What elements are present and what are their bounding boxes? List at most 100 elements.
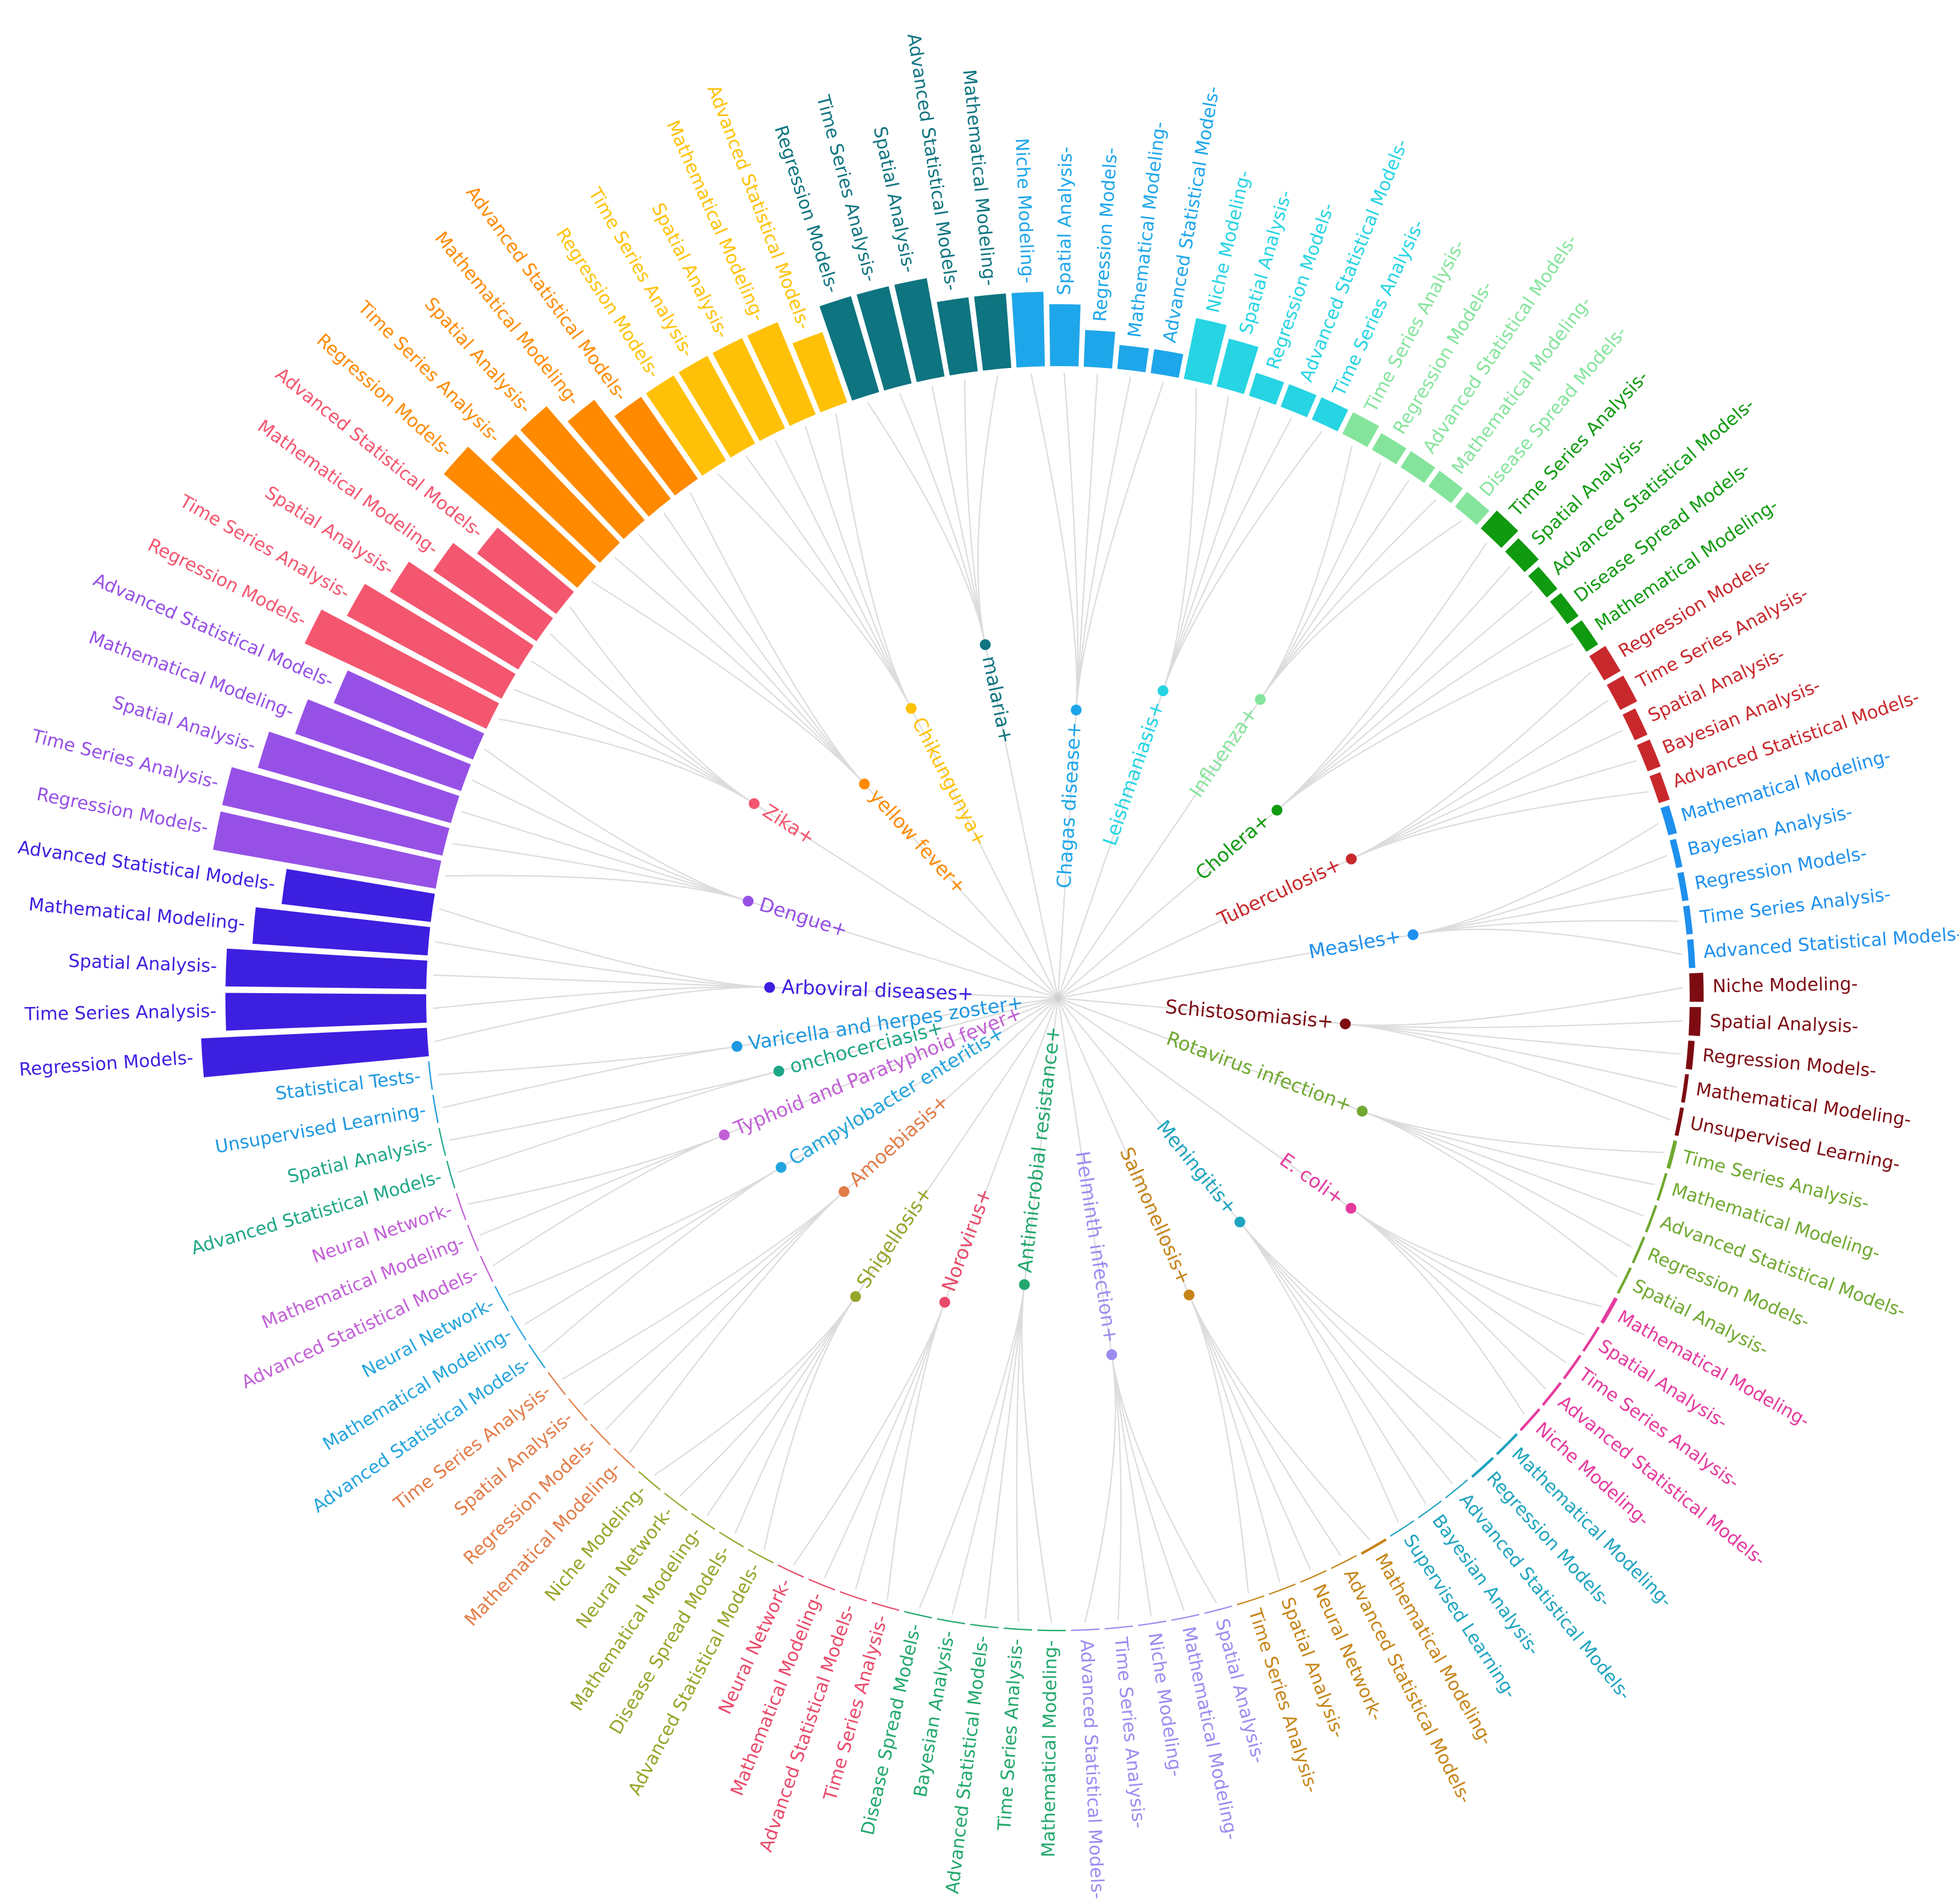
- disease-label: Meningitis+: [1152, 1116, 1242, 1219]
- link-root-0: [769, 987, 1059, 999]
- link-root-11: [1057, 934, 1413, 999]
- link-root-17: [1057, 997, 1113, 1355]
- bar: [1561, 1353, 1583, 1382]
- link-leaf: [1259, 445, 1352, 700]
- link-leaf: [1345, 1023, 1672, 1121]
- link-leaf: [1350, 1207, 1566, 1364]
- bar: [1399, 449, 1437, 485]
- bar: [293, 697, 473, 793]
- method-label: Regression Models-: [1090, 147, 1122, 323]
- disease-node: [1345, 1202, 1357, 1214]
- bar: [1630, 1234, 1647, 1266]
- disease-label: Tuberculosis+: [1214, 853, 1345, 931]
- bar: [1116, 343, 1151, 374]
- bar: [303, 608, 501, 730]
- method-label: Mathematical Modeling-: [28, 894, 246, 934]
- link-leaf: [1413, 822, 1659, 935]
- bar: [1048, 303, 1082, 368]
- bar: [1540, 1380, 1563, 1408]
- bar: [1479, 509, 1520, 550]
- method-label: Spatial Analysis-: [68, 950, 217, 977]
- bar: [1298, 1568, 1328, 1585]
- link-leaf: [835, 413, 912, 709]
- method-label: Time Series Analysis-: [1110, 1635, 1149, 1829]
- bar: [256, 730, 461, 825]
- method-label: Time Series Analysis-: [24, 1001, 217, 1025]
- bar: [1310, 396, 1350, 433]
- bar: [1202, 1603, 1234, 1615]
- bar: [662, 1491, 689, 1513]
- bar: [1494, 1431, 1520, 1457]
- disease-node: [732, 1041, 743, 1052]
- method-label: Spatial Analysis-: [1710, 1011, 1859, 1037]
- bar: [935, 1617, 967, 1626]
- link-root-8: [1057, 699, 1261, 999]
- link-leaf: [1351, 671, 1592, 860]
- link-root-23: [724, 997, 1059, 1136]
- link-root-1: [748, 900, 1059, 999]
- link-leaf: [461, 810, 748, 902]
- disease-node: [1271, 804, 1283, 816]
- disease-nodes-layer: Arboviral diseases+Dengue+Zika+ yellow fe…: [718, 639, 1419, 1361]
- bar: [1679, 1073, 1690, 1104]
- link-leaf: [1345, 987, 1684, 1026]
- link-leaf: [1276, 643, 1574, 811]
- link-root-13: [1057, 997, 1363, 1112]
- method-label: Mathematical Modeling-: [958, 69, 1000, 287]
- bar: [345, 582, 518, 700]
- link-leaf: [1111, 1355, 1217, 1603]
- bar: [492, 1284, 511, 1314]
- bar: [518, 404, 647, 541]
- bar: [776, 1563, 806, 1580]
- link-leaf: [1075, 381, 1164, 711]
- link-root-3: [864, 783, 1059, 999]
- bar: [838, 1589, 869, 1603]
- bar: [1675, 870, 1690, 903]
- disease-node: [773, 1065, 784, 1077]
- bar: [489, 432, 622, 565]
- disease-node: [1071, 704, 1082, 715]
- method-label: Niche Modeling-: [1011, 138, 1038, 284]
- link-leaf: [804, 426, 912, 709]
- link-leaf: [1030, 373, 1078, 711]
- bar: [436, 1126, 448, 1158]
- link-leaf: [1413, 928, 1682, 955]
- bar: [689, 1511, 717, 1532]
- link-leaf: [442, 1045, 738, 1109]
- link-leaf: [562, 1191, 845, 1380]
- link-leaf: [1162, 406, 1261, 691]
- link-leaf: [1084, 1355, 1116, 1623]
- link-root-6: [1057, 709, 1077, 999]
- link-leaf: [1162, 430, 1323, 691]
- link-leaf: [1362, 1110, 1655, 1186]
- method-label: Spatial Analysis-: [420, 293, 536, 418]
- link-leaf: [484, 748, 748, 902]
- disease-node: [1019, 1279, 1030, 1290]
- method-label: Spatial Analysis-: [869, 124, 920, 274]
- bars-layer: [200, 277, 1705, 1633]
- link-root-22: [780, 997, 1059, 1168]
- link-leaf: [1350, 1207, 1602, 1308]
- link-leaf: [653, 1296, 857, 1476]
- bar: [1687, 1005, 1702, 1038]
- link-leaf: [774, 439, 912, 709]
- link-root-19: [944, 997, 1059, 1303]
- disease-node: [718, 1129, 730, 1140]
- link-leaf: [452, 842, 748, 902]
- bar: [935, 296, 979, 377]
- link-leaf: [471, 779, 748, 902]
- method-label: Mathematical Modeling-: [1038, 1640, 1062, 1858]
- method-label: Niche Modeling-: [1713, 973, 1858, 997]
- disease-node: [858, 779, 870, 790]
- link-leaf: [1345, 1020, 1683, 1029]
- bar: [1518, 1406, 1542, 1433]
- bar: [1247, 371, 1286, 407]
- bar: [968, 1622, 1000, 1630]
- disease-label: Dengue+: [757, 893, 851, 942]
- link-leaf: [449, 1070, 779, 1141]
- link-leaf: [1362, 1110, 1632, 1247]
- bar: [1010, 290, 1047, 369]
- link-leaf: [1259, 480, 1410, 700]
- disease-node: [764, 982, 775, 993]
